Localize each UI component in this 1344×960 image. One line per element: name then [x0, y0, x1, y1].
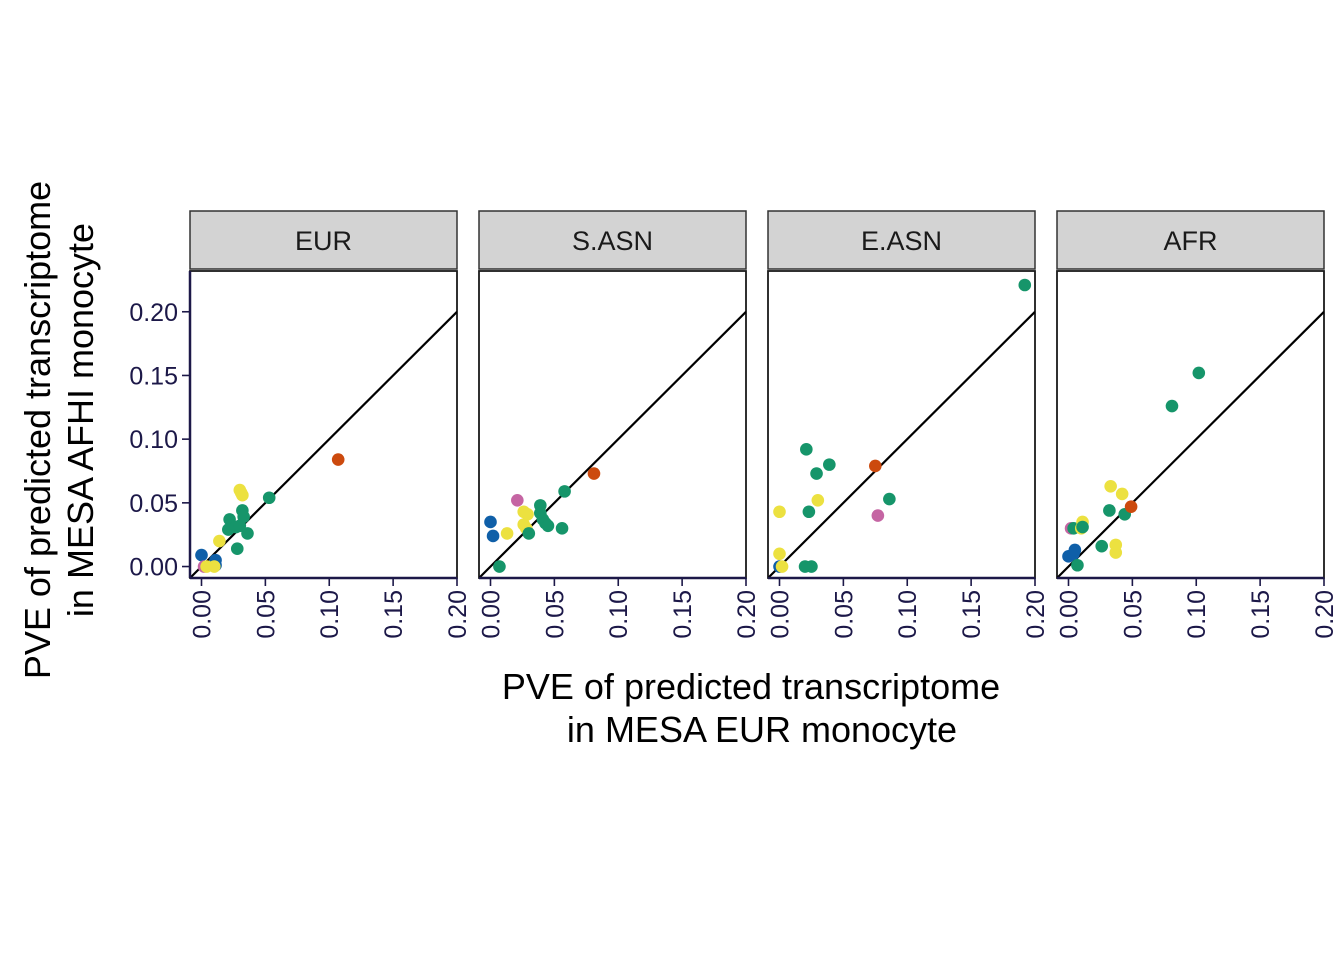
- data-point-green: [823, 458, 836, 471]
- data-point-green: [810, 467, 823, 480]
- facet-strip: [478, 210, 747, 270]
- data-point-green: [237, 510, 250, 524]
- x-tick-label: 0.10: [894, 590, 922, 639]
- facet-panel-e-asn: E.ASN 0.00 0.05 0.10 0.15 0.20: [766, 210, 1050, 639]
- facet-strip: [189, 210, 458, 270]
- plot-area: [767, 270, 1036, 579]
- data-point-yellow: [773, 547, 786, 561]
- facet-panels: EUR 0.00 0.05 0.10 0.15 0.20 S.ASN 0.00 0.05 0.10…: [188, 210, 1339, 639]
- facet-strip: [1056, 210, 1325, 270]
- data-point-green: [1103, 504, 1116, 517]
- y-axis-title-line-1: PVE of predicted transcriptome: [17, 181, 58, 679]
- data-point-yellow: [213, 534, 226, 548]
- y-axis-title-line-2: in MESA AFHI monocyte: [60, 223, 101, 617]
- data-point-green: [558, 485, 571, 498]
- facet-strip-label: S.ASN: [572, 226, 653, 256]
- facet-strip-label: EUR: [295, 226, 352, 256]
- identity-line: [768, 310, 1035, 578]
- data-point-green: [262, 491, 276, 505]
- data-point-green: [1018, 278, 1032, 292]
- data-point-green: [241, 527, 254, 540]
- data-point-blue: [484, 515, 497, 529]
- data-point-green: [1192, 366, 1206, 380]
- x-tick-label: 0.00: [188, 590, 216, 639]
- data-point-green: [555, 522, 569, 535]
- data-point-green: [541, 519, 555, 533]
- data-point-yellow: [207, 560, 221, 573]
- data-point-orange: [869, 459, 882, 473]
- data-point-yellow: [811, 493, 825, 507]
- data-point-green: [1095, 539, 1109, 553]
- data-point-pink: [871, 509, 885, 522]
- y-tick-label: 0.15: [129, 362, 178, 390]
- data-point-orange: [587, 467, 601, 480]
- facet-panel-afr: AFR 0.00 0.05 0.10 0.15 0.20: [1055, 210, 1339, 639]
- identity-line: [190, 310, 457, 578]
- facet-panel-eur: EUR 0.00 0.05 0.10 0.15 0.20: [188, 210, 472, 639]
- x-tick-label: 0.20: [1311, 590, 1339, 639]
- x-tick-label: 0.05: [252, 590, 280, 639]
- x-tick-label: 0.10: [316, 590, 344, 639]
- data-point-green: [230, 542, 244, 556]
- x-tick-label: 0.00: [766, 590, 794, 639]
- data-point-green: [800, 443, 813, 456]
- y-tick-label: 0.00: [129, 554, 178, 582]
- x-tick-label: 0.05: [541, 590, 569, 639]
- data-point-yellow: [1109, 546, 1123, 559]
- data-point-green: [802, 505, 816, 519]
- x-tick-label: 0.10: [1183, 590, 1211, 639]
- data-point-green: [493, 560, 506, 573]
- data-point-yellow: [236, 488, 249, 502]
- x-tick-label: 0.15: [669, 590, 697, 639]
- data-point-pink: [511, 493, 524, 507]
- data-point-blue: [195, 548, 208, 562]
- data-point-green: [1165, 399, 1179, 413]
- data-point-blue: [486, 529, 500, 543]
- plot-area: [478, 270, 747, 579]
- facet-strip-label: AFR: [1164, 226, 1218, 256]
- data-point-yellow: [775, 560, 789, 573]
- identity-line: [1057, 310, 1324, 578]
- x-tick-label: 0.20: [444, 590, 472, 639]
- data-point-green: [805, 560, 818, 573]
- data-point-yellow: [1115, 487, 1129, 501]
- data-point-blue: [1068, 543, 1082, 557]
- data-point-yellow: [1104, 479, 1117, 493]
- facet-strip-label: E.ASN: [861, 226, 942, 256]
- data-point-green: [1071, 558, 1084, 572]
- x-tick-label: 0.20: [733, 590, 761, 639]
- data-point-green: [883, 492, 896, 506]
- data-point-yellow: [521, 508, 534, 521]
- data-point-yellow: [773, 505, 786, 519]
- facet-panel-s-asn: S.ASN 0.00 0.05 0.10 0.15 0.20: [477, 210, 761, 639]
- x-tick-label: 0.05: [830, 590, 858, 639]
- data-point-orange: [1124, 500, 1138, 513]
- y-tick-label: 0.05: [129, 490, 178, 518]
- x-tick-label: 0.15: [1247, 590, 1275, 639]
- x-tick-label: 0.20: [1022, 590, 1050, 639]
- data-point-yellow: [500, 527, 514, 540]
- x-tick-label: 0.10: [605, 590, 633, 639]
- plot-area: [1056, 270, 1325, 579]
- x-axis-title-line-1: PVE of predicted transcriptome: [502, 666, 1000, 707]
- y-tick-label: 0.10: [129, 426, 178, 454]
- data-point-green: [522, 527, 536, 540]
- x-axis-title-line-2: in MESA EUR monocyte: [567, 709, 957, 750]
- x-tick-label: 0.15: [958, 590, 986, 639]
- x-tick-label: 0.05: [1119, 590, 1147, 639]
- data-point-orange: [331, 453, 345, 466]
- y-tick-label: 0.20: [129, 299, 178, 327]
- facet-strip: [767, 210, 1036, 270]
- data-point-green: [1076, 520, 1089, 534]
- x-tick-label: 0.00: [477, 590, 505, 639]
- x-tick-label: 0.15: [380, 590, 408, 639]
- x-tick-label: 0.00: [1055, 590, 1083, 639]
- y-axis: 0.00 0.05 0.10 0.15 0.20: [129, 271, 192, 582]
